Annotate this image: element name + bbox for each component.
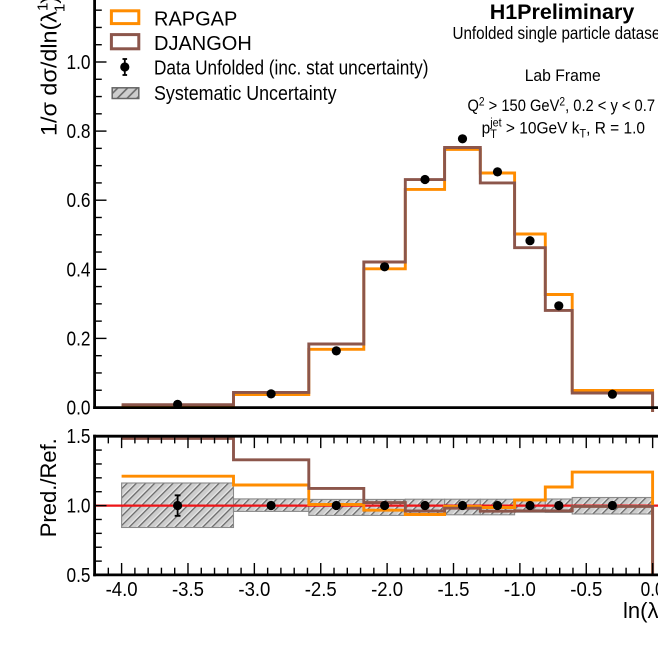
svg-text:1.0: 1.0 [67,496,91,518]
svg-text:0.5: 0.5 [67,565,91,587]
svg-text:-1.5: -1.5 [438,579,470,601]
svg-text:0.2: 0.2 [67,328,91,350]
svg-text:-2.0: -2.0 [371,579,403,601]
svg-text:Pred./Ref.: Pred./Ref. [36,438,61,537]
svg-text:-3.0: -3.0 [238,579,270,601]
svg-text:1.0: 1.0 [67,52,91,74]
svg-text:H1Preliminary: H1Preliminary [490,0,635,24]
svg-text:-3.5: -3.5 [172,579,204,601]
svg-text:-0.5: -0.5 [570,579,602,601]
svg-text:0.0: 0.0 [67,398,91,420]
svg-text:0.4: 0.4 [67,259,91,281]
svg-text:Lab Frame: Lab Frame [525,66,601,85]
svg-text:0.8: 0.8 [67,121,91,143]
svg-text:Q2 > 150 GeV2, 0.2 < y < 0.7: Q2 > 150 GeV2, 0.2 < y < 0.7 [468,97,656,116]
svg-text:Unfolded single particle datas: Unfolded single particle dataset [453,23,658,43]
svg-text:-2.5: -2.5 [305,579,337,601]
svg-text:-4.0: -4.0 [106,579,138,601]
svg-text:0.6: 0.6 [67,190,91,212]
svg-text:Systematic Uncertainty: Systematic Uncertainty [154,83,337,105]
svg-text:RAPGAP: RAPGAP [154,9,237,31]
svg-text:DJANGOH: DJANGOH [154,33,252,55]
svg-text:1.5: 1.5 [67,426,91,448]
svg-text:1/σ dσ/dln(λ11): 1/σ dσ/dln(λ11) [35,0,69,136]
svg-text:-1.0: -1.0 [504,579,536,601]
svg-text:Data Unfolded (inc. stat uncer: Data Unfolded (inc. stat uncertainty) [154,58,429,80]
svg-text:0.0: 0.0 [641,579,658,601]
